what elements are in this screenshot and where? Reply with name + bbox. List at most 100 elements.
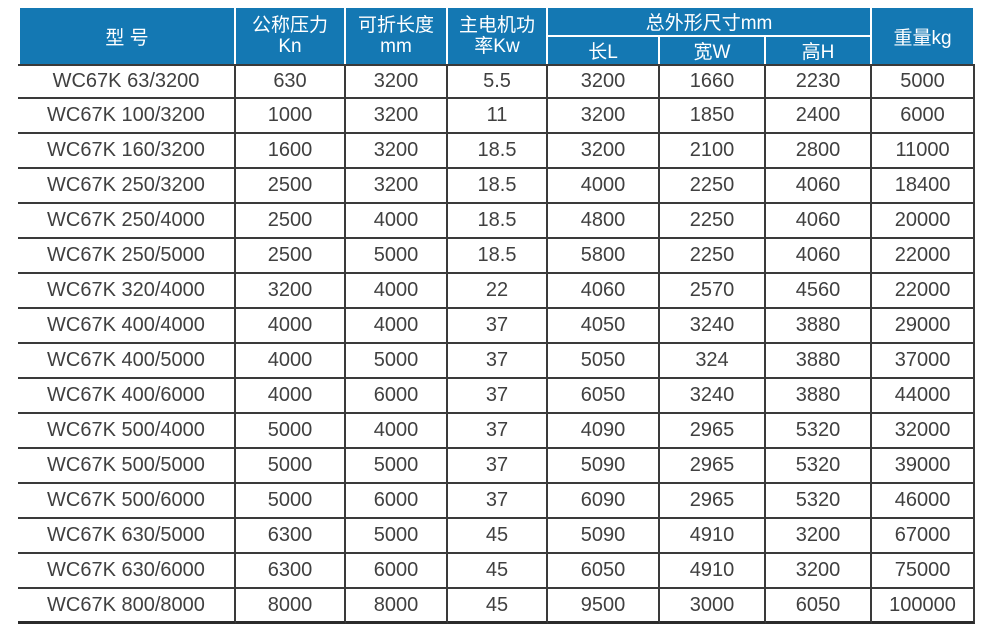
model-cell: WC67K 63/3200 [18, 64, 236, 99]
value-cell: 6000 [346, 554, 448, 589]
value-cell: 1850 [660, 99, 766, 134]
value-cell: 5090 [548, 519, 660, 554]
value-cell: 5.5 [448, 64, 548, 99]
value-cell: 2250 [660, 239, 766, 274]
value-cell: 2965 [660, 449, 766, 484]
header-fold-length-unit: mm [380, 36, 412, 57]
value-cell: 3200 [346, 134, 448, 169]
value-cell: 3200 [548, 99, 660, 134]
value-cell: 18400 [872, 169, 976, 204]
value-cell: 4000 [236, 309, 346, 344]
value-cell: 3200 [346, 64, 448, 99]
value-cell: 3200 [548, 64, 660, 99]
value-cell: 75000 [872, 554, 976, 589]
value-cell: 18.5 [448, 204, 548, 239]
value-cell: 4560 [766, 274, 873, 309]
value-cell: 46000 [872, 484, 976, 519]
value-cell: 4060 [766, 169, 873, 204]
value-cell: 3240 [660, 309, 766, 344]
value-cell: 3880 [766, 309, 873, 344]
header-dimensions-group: 总外形尺寸mm [548, 8, 873, 37]
value-cell: 9500 [548, 589, 660, 624]
value-cell: 5000 [346, 519, 448, 554]
value-cell: 5000 [346, 239, 448, 274]
value-cell: 4060 [766, 204, 873, 239]
value-cell: 2965 [660, 484, 766, 519]
header-motor-power: 主电机功 率Kw [448, 8, 548, 64]
header-row-top: 型 号 公称压力 Kn 可折长度 mm 主电机功 率Kw 总外形尺寸mm 重量k… [18, 8, 976, 64]
table-row: WC67K 500/5000 5000 5000 37 5090 2965 5320 3900… [18, 449, 976, 484]
model-cell: WC67K 100/3200 [18, 99, 236, 134]
value-cell: 4910 [660, 519, 766, 554]
value-cell: 5050 [548, 344, 660, 379]
value-cell: 2250 [660, 204, 766, 239]
value-cell: 4060 [766, 239, 873, 274]
model-cell: WC67K 250/5000 [18, 239, 236, 274]
value-cell: 4000 [346, 414, 448, 449]
table-body: WC67K 63/3200 630 3200 5.5 3200 1660 2230 5000 W… [18, 64, 976, 624]
value-cell: 37 [448, 414, 548, 449]
value-cell: 3200 [766, 554, 873, 589]
value-cell: 4050 [548, 309, 660, 344]
table-row: WC67K 160/3200 1600 3200 18.5 3200 2100 2800 11… [18, 134, 976, 169]
value-cell: 2400 [766, 99, 873, 134]
value-cell: 11 [448, 99, 548, 134]
value-cell: 45 [448, 554, 548, 589]
value-cell: 37000 [872, 344, 976, 379]
header-motor-power-line1: 主电机功 [458, 15, 535, 36]
value-cell: 2965 [660, 414, 766, 449]
value-cell: 4000 [346, 204, 448, 239]
value-cell: 6050 [548, 554, 660, 589]
value-cell: 3200 [548, 134, 660, 169]
header-pressure-line1: 公称压力 [251, 15, 328, 36]
spec-table: 型 号 公称压力 Kn 可折长度 mm 主电机功 率Kw 总外形尺寸mm 重量k… [18, 8, 976, 624]
value-cell: 630 [236, 64, 346, 99]
value-cell: 4910 [660, 554, 766, 589]
value-cell: 4000 [236, 344, 346, 379]
value-cell: 11000 [872, 134, 976, 169]
value-cell: 1600 [236, 134, 346, 169]
model-cell: WC67K 250/3200 [18, 169, 236, 204]
value-cell: 3200 [346, 99, 448, 134]
value-cell: 20000 [872, 204, 976, 239]
value-cell: 4800 [548, 204, 660, 239]
value-cell: 2500 [236, 204, 346, 239]
table-header: 型 号 公称压力 Kn 可折长度 mm 主电机功 率Kw 总外形尺寸mm 重量k… [18, 8, 976, 64]
header-model: 型 号 [18, 8, 236, 64]
value-cell: 39000 [872, 449, 976, 484]
model-cell: WC67K 500/6000 [18, 484, 236, 519]
model-cell: WC67K 500/4000 [18, 414, 236, 449]
table-row: WC67K 500/4000 5000 4000 37 4090 2965 5320 3200… [18, 414, 976, 449]
value-cell: 3200 [766, 519, 873, 554]
value-cell: 4000 [236, 379, 346, 414]
table-row: WC67K 63/3200 630 3200 5.5 3200 1660 2230 5000 [18, 64, 976, 99]
header-pressure-unit: Kn [278, 36, 302, 57]
value-cell: 37 [448, 484, 548, 519]
value-cell: 5320 [766, 414, 873, 449]
header-weight: 重量kg [872, 8, 976, 64]
model-cell: WC67K 630/5000 [18, 519, 236, 554]
value-cell: 6000 [346, 379, 448, 414]
table-row: WC67K 100/3200 1000 3200 11 3200 1850 2400 6000 [18, 99, 976, 134]
value-cell: 22 [448, 274, 548, 309]
table-row: WC67K 500/6000 5000 6000 37 6090 2965 5320 4600… [18, 484, 976, 519]
value-cell: 5000 [346, 344, 448, 379]
value-cell: 44000 [872, 379, 976, 414]
value-cell: 5000 [872, 64, 976, 99]
model-cell: WC67K 400/6000 [18, 379, 236, 414]
value-cell: 6050 [548, 379, 660, 414]
value-cell: 100000 [872, 589, 976, 624]
value-cell: 3880 [766, 379, 873, 414]
value-cell: 6090 [548, 484, 660, 519]
value-cell: 5090 [548, 449, 660, 484]
value-cell: 4090 [548, 414, 660, 449]
value-cell: 5000 [346, 449, 448, 484]
table-row: WC67K 800/8000 8000 8000 45 9500 3000 6050 1000… [18, 589, 976, 624]
header-dim-height: 高H [766, 37, 873, 64]
model-cell: WC67K 320/4000 [18, 274, 236, 309]
value-cell: 37 [448, 449, 548, 484]
value-cell: 2800 [766, 134, 873, 169]
value-cell: 3200 [346, 169, 448, 204]
value-cell: 1660 [660, 64, 766, 99]
